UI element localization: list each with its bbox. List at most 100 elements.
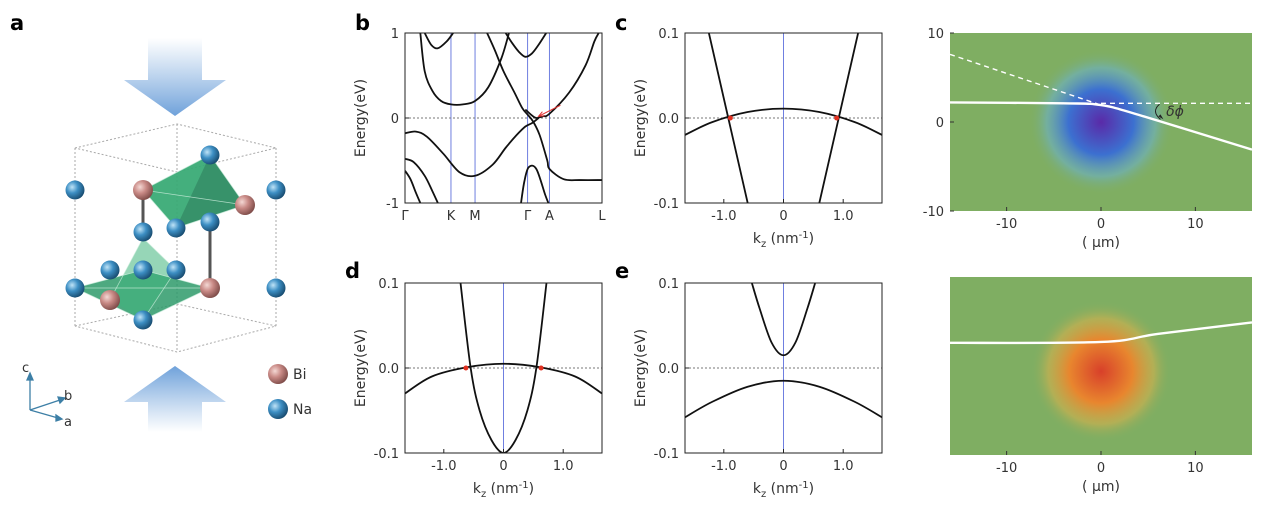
y-tick-label: 0.1	[658, 27, 679, 42]
x-axis-label: kz (nm-1)	[473, 480, 534, 500]
band-series-5	[405, 117, 540, 178]
x-axis-label-part: -1	[799, 480, 809, 491]
light-ray	[950, 321, 1252, 345]
x-axis-label-part: k	[473, 481, 482, 497]
k-point-label: K	[447, 209, 456, 224]
bi-polyhedron-upper	[141, 154, 246, 229]
band-series-0	[419, 33, 510, 106]
x-axis-label-part: )	[809, 231, 814, 247]
x-tick-label: -1.0	[431, 459, 456, 474]
crystal-axes	[26, 371, 67, 422]
panel-label-e: e	[615, 259, 629, 283]
x-axis-label-part: )	[529, 481, 534, 497]
y-tick-label: 0.0	[658, 112, 679, 127]
y-tick-label: -0.1	[374, 447, 399, 462]
legend-bi-label: Bi	[293, 367, 307, 383]
x-axis-label-part: k	[753, 481, 762, 497]
x-axis-label-part: -1	[799, 230, 809, 241]
y-tick-label: 0.0	[378, 362, 399, 377]
crossing-point-1	[834, 115, 840, 121]
k-point-label: Γ	[401, 209, 409, 224]
x-tick-label: 1.0	[833, 459, 854, 474]
band-series-1	[750, 283, 817, 357]
series-group	[405, 283, 602, 453]
na-atoms	[65, 145, 286, 330]
k-point-label: A	[545, 209, 554, 224]
y-tick-label: -0.1	[654, 197, 679, 212]
x-axis-label: ( μm)	[1082, 235, 1120, 251]
legend-na-swatch	[268, 399, 288, 419]
crystal-structure: c b a Bi Na	[22, 38, 312, 432]
x-tick-label: 1.0	[553, 459, 574, 474]
gravitational-blob	[1030, 300, 1172, 442]
x-axis-label-part: (nm	[766, 481, 798, 497]
band-series-8	[520, 164, 550, 203]
y-axis-label: Energy(eV)	[633, 329, 649, 407]
panel-label-d: d	[345, 259, 360, 283]
band-series-2	[486, 33, 602, 182]
y-tick-label: -0.1	[654, 447, 679, 462]
band-series-0	[405, 362, 602, 395]
gravitational-blob	[1028, 49, 1174, 195]
chart-f: δϕ 10 0 -10 -10 0 10 ( μm)	[923, 27, 1252, 251]
y-axis-label: Energy(eV)	[353, 79, 369, 157]
x-tick-label: 10	[1187, 461, 1204, 476]
band-series-4	[524, 33, 600, 119]
crossing-point-0	[727, 115, 733, 121]
legend-bi-swatch	[268, 364, 288, 384]
band-series-1	[423, 33, 454, 50]
y-tick-label: 0	[936, 116, 944, 131]
heatmap-field: δϕ	[950, 33, 1252, 211]
series-group	[685, 283, 882, 419]
x-tick-label: 0	[499, 459, 507, 474]
chart-c: 0.1 0.0 -0.1 -1.0 0 1.0 Energy(eV) kz (nm-1)	[633, 27, 883, 250]
x-tick-label: -1.0	[711, 209, 736, 224]
deflection-angle-label: δϕ	[1166, 104, 1184, 120]
annotation-arrow	[538, 104, 561, 117]
y-tick-label: -10	[923, 205, 944, 220]
y-tick-label: 0.1	[378, 277, 399, 292]
x-tick-label: 1.0	[833, 209, 854, 224]
x-axis-label-part: z	[761, 489, 766, 500]
series-group	[405, 33, 602, 203]
heatmap-field	[950, 277, 1252, 455]
y-tick-label: 10	[927, 27, 944, 42]
x-tick-label: 10	[1187, 217, 1204, 232]
x-tick-label: 0	[1097, 217, 1105, 232]
y-tick-label: 0	[391, 112, 399, 127]
k-point-label: Γ	[524, 209, 532, 224]
x-axis-label-part: z	[481, 489, 486, 500]
crossing-point-1	[538, 365, 544, 371]
x-axis-label-part: -1	[519, 480, 529, 491]
y-tick-label: 0.1	[658, 277, 679, 292]
x-axis-label-part: (nm	[766, 231, 798, 247]
incident-arrow-top	[124, 38, 226, 116]
deflection-arc-head	[1158, 114, 1164, 120]
x-tick-label: -1.0	[711, 459, 736, 474]
x-tick-label: 0	[779, 459, 787, 474]
unit-cell-box	[74, 123, 277, 353]
x-axis-label-part: (nm	[486, 481, 518, 497]
axis-c-label: c	[22, 361, 29, 376]
band-series-6	[405, 157, 439, 203]
x-axis-label: ( μm)	[1082, 479, 1120, 495]
x-axis-label-part: z	[761, 239, 766, 250]
band-series-1	[459, 283, 548, 453]
chart-d: 0.1 0.0 -0.1 -1.0 0 1.0 Energy(eV) kz (nm-1)	[353, 277, 603, 500]
axis-a-label: a	[64, 415, 72, 430]
chart-g: -10 0 10 ( μm)	[950, 277, 1252, 495]
annotation-arrow-head	[537, 111, 545, 117]
x-axis-label: kz (nm-1)	[753, 480, 814, 500]
x-tick-label: -10	[996, 461, 1017, 476]
crossing-point-0	[463, 365, 469, 371]
axis-b-label: b	[64, 389, 72, 404]
panel-label-b: b	[355, 11, 370, 35]
x-axis-label-part: k	[753, 231, 762, 247]
panel-label-c: c	[615, 11, 627, 35]
light-ray	[950, 101, 1252, 151]
x-axis-label-part: )	[809, 481, 814, 497]
legend: Bi Na	[268, 364, 312, 419]
y-tick-label: -1	[386, 197, 399, 212]
